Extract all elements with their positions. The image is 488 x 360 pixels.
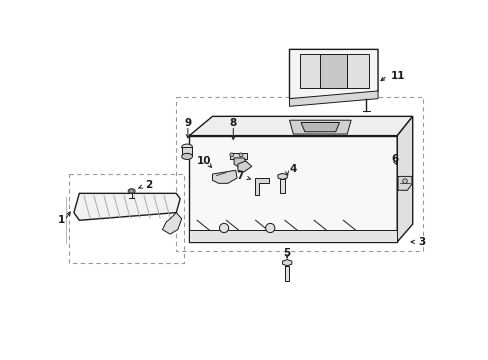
- Polygon shape: [189, 136, 396, 242]
- Ellipse shape: [129, 190, 133, 192]
- Polygon shape: [396, 116, 412, 242]
- Text: 1: 1: [57, 215, 64, 225]
- Polygon shape: [282, 260, 291, 266]
- Polygon shape: [212, 170, 237, 183]
- Polygon shape: [238, 161, 251, 172]
- Bar: [182, 147, 192, 156]
- Circle shape: [239, 153, 243, 157]
- Bar: [280, 180, 285, 193]
- Ellipse shape: [182, 144, 192, 150]
- Ellipse shape: [128, 189, 135, 193]
- Text: 3: 3: [417, 237, 425, 247]
- Text: 6: 6: [390, 154, 398, 164]
- Bar: [176, 97, 422, 251]
- Circle shape: [402, 179, 407, 183]
- Text: 10: 10: [196, 156, 211, 166]
- Polygon shape: [74, 193, 180, 220]
- Polygon shape: [254, 178, 268, 195]
- Polygon shape: [289, 49, 377, 99]
- Bar: [68, 174, 183, 263]
- Circle shape: [229, 153, 233, 157]
- Text: 11: 11: [390, 71, 405, 81]
- Text: 9: 9: [184, 117, 191, 127]
- Polygon shape: [397, 176, 411, 190]
- Polygon shape: [320, 54, 346, 88]
- Text: 4: 4: [289, 165, 296, 175]
- Polygon shape: [189, 230, 396, 242]
- Polygon shape: [289, 120, 350, 134]
- Polygon shape: [162, 213, 182, 234]
- Polygon shape: [230, 153, 246, 159]
- Polygon shape: [277, 173, 286, 180]
- Polygon shape: [234, 158, 246, 169]
- Bar: [285, 266, 289, 281]
- Circle shape: [265, 223, 274, 233]
- Circle shape: [219, 223, 228, 233]
- Text: 5: 5: [283, 248, 290, 258]
- Polygon shape: [299, 54, 368, 88]
- Text: 8: 8: [229, 117, 236, 127]
- Ellipse shape: [182, 153, 192, 159]
- Polygon shape: [289, 91, 377, 106]
- Polygon shape: [301, 122, 339, 132]
- Text: 2: 2: [144, 180, 152, 190]
- Polygon shape: [189, 116, 412, 136]
- Text: 7: 7: [235, 171, 243, 181]
